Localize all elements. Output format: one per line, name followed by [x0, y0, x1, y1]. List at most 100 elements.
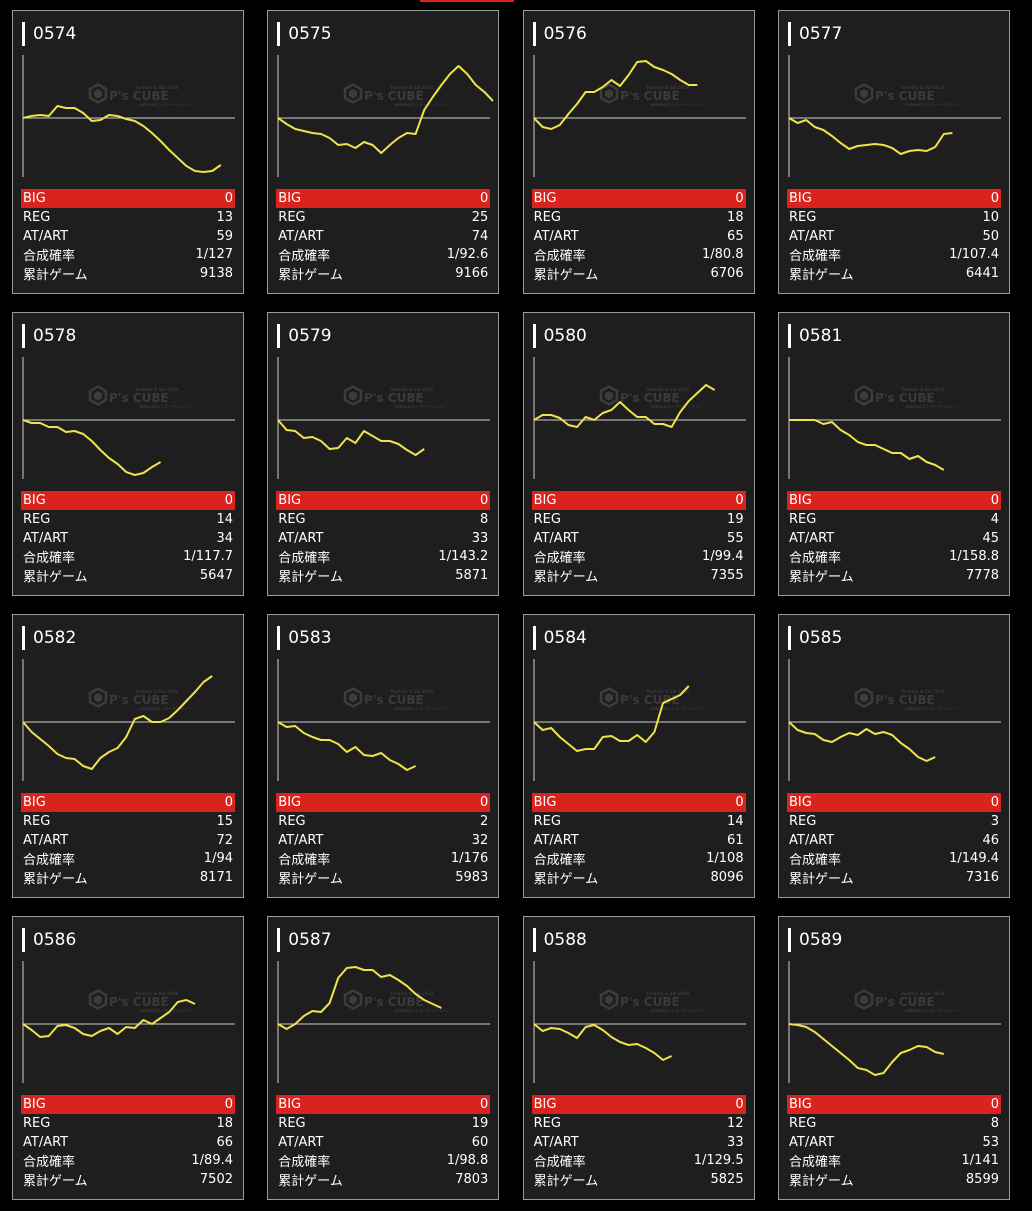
- machine-card[interactable]: 0589 Yoshida & Sai 2018 P's CUBE aidanot…: [778, 916, 1010, 1200]
- stats-table: BIG 0 REG 4 AT/ART 45 合成確率 1/158.8 累計ゲーム…: [787, 491, 1001, 585]
- stat-row-big: BIG 0: [787, 793, 1001, 812]
- slump-chart: Yoshida & Sai 2018 P's CUBE aidanotエンターテ…: [277, 961, 491, 1083]
- machine-card[interactable]: 0574 Yoshida & Sai 2018 P's CUBE aidanot…: [12, 10, 244, 294]
- big-value: 0: [735, 1096, 744, 1112]
- stat-row-games: 累計ゲーム 9138: [21, 264, 235, 283]
- probability-value: 1/143.2: [438, 549, 489, 565]
- probability-label: 合成確率: [23, 1155, 76, 1171]
- watermark-logo-text: P's CUBE: [875, 89, 935, 103]
- stats-table: BIG 0 REG 19 AT/ART 55 合成確率 1/99.4 累計ゲーム…: [531, 491, 746, 585]
- machine-card[interactable]: 0581 Yoshida & Sai 2018 P's CUBE aidanot…: [778, 312, 1010, 596]
- machine-number: 0583: [277, 626, 332, 650]
- cube-logo-inner: [860, 693, 868, 703]
- probability-label: 合成確率: [533, 1155, 586, 1171]
- big-value: 0: [990, 794, 999, 810]
- stat-row-games: 累計ゲーム 6706: [532, 264, 746, 283]
- reg-label: REG: [278, 210, 306, 226]
- reg-label: REG: [278, 512, 306, 528]
- stats-table: BIG 0 REG 2 AT/ART 32 合成確率 1/176 累計ゲーム 5…: [276, 793, 491, 887]
- machine-card[interactable]: 0575 Yoshida & Sai 2018 P's CUBE aidanot…: [267, 10, 500, 294]
- probability-value: 1/117.7: [183, 549, 233, 565]
- probability-label: 合成確率: [278, 551, 331, 567]
- slump-chart: Yoshida & Sai 2018 P's CUBE aidanotエンターテ…: [788, 961, 1001, 1083]
- stat-row-big: BIG 0: [787, 1095, 1001, 1114]
- slump-line: [22, 105, 222, 173]
- pscube-watermark: Yoshida & Sai 2018 P's CUBE aidanotエンターテ…: [88, 385, 192, 409]
- stat-row-at: AT/ART 74: [276, 227, 490, 246]
- stat-row-reg: REG 4: [787, 511, 1001, 530]
- probability-value: 1/176: [450, 851, 489, 867]
- cube-logo-inner: [94, 89, 102, 99]
- probability-label: 合成確率: [533, 249, 586, 265]
- watermark-logo-text: P's CUBE: [364, 89, 424, 103]
- watermark-logo-text: P's CUBE: [109, 391, 169, 405]
- cube-logo-inner: [94, 391, 102, 401]
- machine-card[interactable]: 0588 Yoshida & Sai 2018 P's CUBE aidanot…: [522, 916, 755, 1200]
- stat-row-big: BIG 0: [531, 189, 746, 208]
- big-label: BIG: [23, 190, 46, 206]
- watermark-bottom-text: aidanotエンターテイメント: [139, 101, 192, 107]
- total-games-label: 累計ゲーム: [278, 569, 343, 585]
- cube-logo-icon: [344, 687, 363, 708]
- reg-value: 15: [216, 814, 233, 830]
- machine-number: 0580: [532, 324, 587, 348]
- big-label: BIG: [278, 794, 302, 810]
- watermark-logo-text: P's CUBE: [109, 89, 169, 103]
- stat-row-games: 累計ゲーム 7803: [276, 1170, 490, 1189]
- big-value: 0: [990, 492, 999, 508]
- stat-row-reg: REG 19: [532, 511, 746, 530]
- watermark-bottom-text: aidanotエンターテイメント: [650, 705, 703, 711]
- stat-row-at: AT/ART 59: [21, 227, 235, 246]
- machine-number: 0581: [788, 324, 842, 348]
- stat-row-reg: REG 14: [532, 813, 746, 832]
- machine-card[interactable]: 0586 Yoshida & Sai 2018 P's CUBE aidanot…: [12, 916, 244, 1200]
- stats-table: BIG 0 REG 25 AT/ART 74 合成確率 1/92.6 累計ゲーム…: [276, 189, 491, 283]
- machine-card[interactable]: 0582 Yoshida & Sai 2018 P's CUBE aidanot…: [12, 614, 244, 898]
- machine-card[interactable]: 0576 Yoshida & Sai 2018 P's CUBE aidanot…: [522, 10, 755, 294]
- cube-logo-icon: [854, 989, 874, 1010]
- pscube-watermark: Yoshida & Sai 2018 P's CUBE aidanotエンターテ…: [599, 989, 703, 1013]
- total-games-label: 累計ゲーム: [23, 871, 88, 887]
- total-games-value: 5825: [710, 1171, 744, 1187]
- machine-card[interactable]: 0578 Yoshida & Sai 2018 P's CUBE aidanot…: [12, 312, 244, 596]
- stat-row-at: AT/ART 65: [532, 227, 746, 246]
- slump-line: [532, 1023, 672, 1061]
- watermark-top-text: Yoshida & Sai 2018: [389, 689, 433, 694]
- cube-logo-inner: [604, 89, 613, 99]
- probability-value: 1/92.6: [446, 247, 489, 263]
- watermark-logo-text: P's CUBE: [109, 693, 169, 707]
- total-games-label: 累計ゲーム: [789, 1173, 854, 1189]
- machine-card[interactable]: 0580 Yoshida & Sai 2018 P's CUBE aidanot…: [522, 312, 755, 596]
- total-games-label: 累計ゲーム: [23, 569, 88, 585]
- cube-logo-icon: [88, 385, 108, 406]
- cube-logo-inner: [860, 995, 868, 1005]
- watermark-logo-text: P's CUBE: [875, 995, 935, 1009]
- big-value: 0: [990, 190, 999, 206]
- machine-card[interactable]: 0584 Yoshida & Sai 2018 P's CUBE aidanot…: [522, 614, 755, 898]
- stat-row-reg: REG 10: [787, 209, 1001, 228]
- watermark-top-text: Yoshida & Sai 2018: [389, 85, 433, 90]
- slump-line: [533, 384, 715, 428]
- reg-value: 12: [727, 1116, 744, 1132]
- total-games-label: 累計ゲーム: [278, 871, 343, 887]
- probability-value: 1/108: [706, 851, 744, 867]
- machine-card[interactable]: 0577 Yoshida & Sai 2018 P's CUBE aidanot…: [778, 10, 1010, 294]
- machine-card[interactable]: 0583 Yoshida & Sai 2018 P's CUBE aidanot…: [267, 614, 500, 898]
- machine-card[interactable]: 0587 Yoshida & Sai 2018 P's CUBE aidanot…: [267, 916, 500, 1200]
- at-art-value: 50: [982, 228, 999, 244]
- machine-card[interactable]: 0579 Yoshida & Sai 2018 P's CUBE aidanot…: [267, 312, 500, 596]
- probability-value: 1/89.4: [191, 1153, 233, 1169]
- watermark-logo-text: P's CUBE: [620, 89, 680, 103]
- cube-logo-icon: [88, 687, 108, 708]
- watermark-bottom-text: aidanotエンターテイメント: [394, 403, 447, 409]
- reg-label: REG: [533, 1116, 561, 1132]
- stats-table: BIG 0 REG 10 AT/ART 50 合成確率 1/107.4 累計ゲー…: [787, 189, 1001, 283]
- cube-logo-icon: [88, 83, 108, 104]
- reg-label: REG: [278, 814, 306, 830]
- slump-line: [532, 685, 690, 752]
- reg-value: 14: [216, 512, 233, 528]
- machine-card[interactable]: 0585 Yoshida & Sai 2018 P's CUBE aidanot…: [778, 614, 1010, 898]
- stat-row-games: 累計ゲーム 8096: [532, 868, 746, 887]
- watermark-bottom-text: aidanotエンターテイメント: [905, 101, 958, 107]
- total-games-label: 累計ゲーム: [789, 267, 854, 283]
